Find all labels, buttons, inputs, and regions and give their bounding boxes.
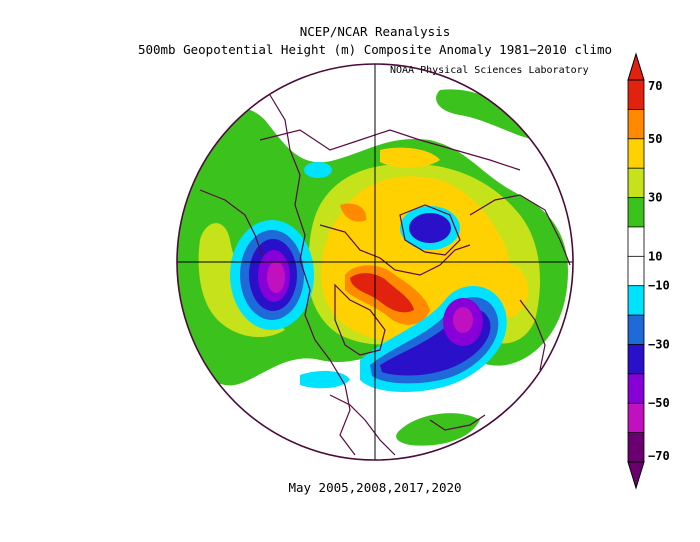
colorbar-swatch: [627, 373, 645, 405]
anomaly-neg60-region: [267, 261, 285, 293]
colorbar-swatch: [627, 255, 645, 287]
coastline-asia: [259, 129, 521, 171]
coastline-arctic-islands: [319, 224, 471, 276]
anomaly-pos10-region: [396, 413, 480, 446]
anomaly-field: [177, 89, 568, 446]
colorbar-tick-label: 30: [648, 191, 662, 205]
anomaly-pos50-region: [340, 203, 367, 222]
colorbar-swatch: [627, 226, 645, 258]
coastline-east-asia: [199, 189, 263, 256]
coastline-central-america: [329, 394, 396, 456]
composite-caption: May 2005,2008,2017,2020: [288, 480, 462, 495]
colorbar-tick-label: −70: [648, 449, 670, 463]
colorbar-tick-label: 70: [648, 79, 662, 93]
coastline-hudson-bay: [334, 283, 386, 356]
colorbar-tick-label: 50: [648, 132, 662, 146]
colorbar-swatches: [627, 79, 645, 463]
colorbar-swatch: [627, 344, 645, 375]
map-boundary: [176, 63, 574, 461]
chart-title: NCEP/NCAR Reanalysis: [299, 24, 451, 39]
colorbar-top-arrow: [627, 52, 645, 81]
anomaly-pos30-region: [380, 147, 440, 168]
colorbar-swatch: [627, 314, 645, 346]
colorbar-swatch: [627, 79, 645, 111]
colorbar-swatch: [627, 402, 645, 434]
coastline-mediterranean: [519, 299, 546, 371]
colorbar-tick-label: −10: [648, 279, 670, 293]
colorbar-bottom-arrow: [627, 461, 645, 490]
colorbar-swatch: [627, 197, 645, 228]
coastlines: [199, 94, 571, 456]
anomaly-neg10-region: [304, 162, 332, 178]
chart-subtitle: 500mb Geopotential Height (m) Composite …: [137, 42, 613, 57]
credit-label: NOAA Physical Sciences Laboratory: [390, 65, 589, 76]
colorbar-tick-label: −50: [648, 396, 670, 410]
anomaly-neg10-region: [300, 370, 350, 389]
coastline-iberia: [429, 414, 486, 431]
colorbar-swatch: [627, 432, 645, 463]
coastline-greenland: [399, 204, 461, 256]
colorbar-swatch: [627, 285, 645, 316]
coastline-europe: [469, 194, 571, 266]
anomaly-neg20-region: [409, 213, 451, 243]
coastline-north-america: [269, 94, 356, 456]
anomaly-pos10-region: [436, 89, 540, 140]
colorbar-swatch: [627, 167, 645, 199]
colorbar-tick-label: 10: [648, 249, 662, 263]
anomaly-pos70-region: [350, 273, 414, 313]
colorbar-tick-label: −30: [648, 337, 670, 351]
colorbar-ticks: 70 50 30 10 −10 −30 −50 −70: [648, 79, 670, 463]
colorbar-swatch: [627, 108, 645, 140]
colorbar-swatch: [627, 138, 645, 170]
anomaly-neg60-region: [453, 307, 473, 333]
